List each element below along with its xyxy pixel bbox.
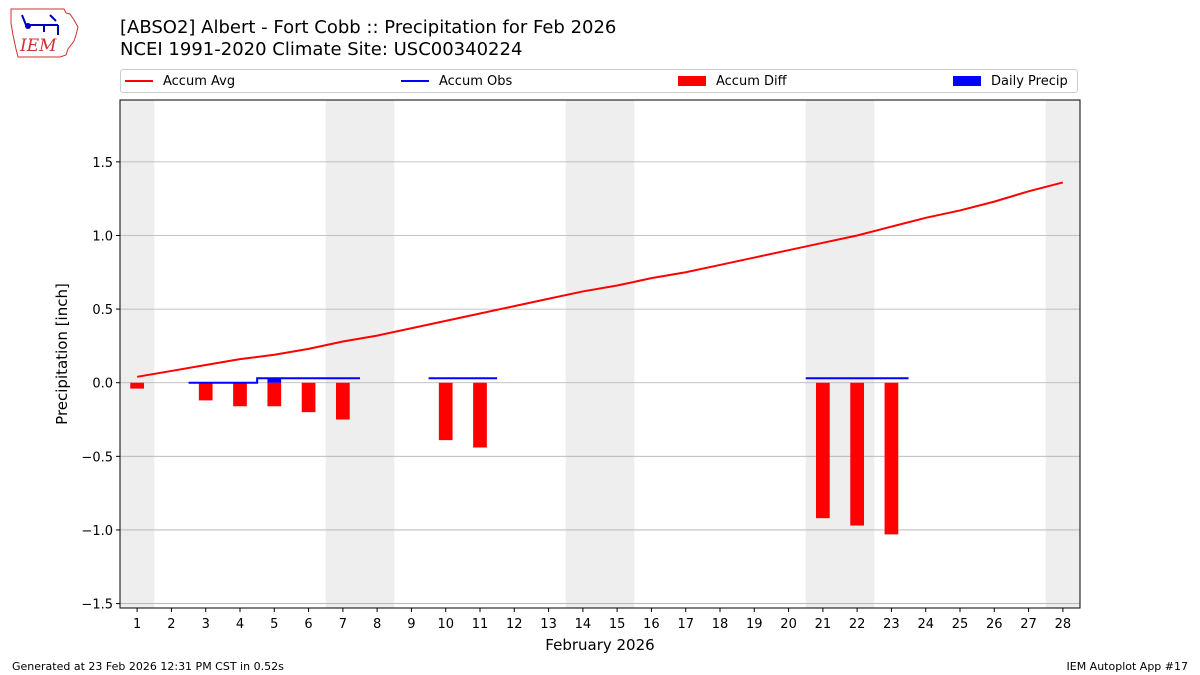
x-tick-label: 19 bbox=[746, 617, 763, 632]
x-tick-label: 25 bbox=[952, 617, 969, 632]
legend-item-daily-precip: Daily Precip bbox=[953, 70, 1068, 92]
y-tick-label: 0.0 bbox=[92, 377, 113, 392]
x-tick-label: 11 bbox=[472, 617, 489, 632]
x-axis-label: February 2026 bbox=[545, 636, 654, 654]
weekend-shade bbox=[805, 100, 840, 608]
accum-diff-bar bbox=[438, 382, 453, 441]
x-tick-label: 21 bbox=[815, 617, 832, 632]
daily-precip-bar bbox=[267, 378, 282, 383]
iem-logo: IEM bbox=[10, 8, 79, 58]
accum-diff-bar bbox=[267, 382, 282, 407]
x-tick-label: 12 bbox=[506, 617, 523, 632]
weekend-shade bbox=[600, 100, 635, 608]
x-tick-label: 17 bbox=[677, 617, 694, 632]
y-tick-label: −1.5 bbox=[81, 598, 113, 613]
legend-item-accum-diff: Accum Diff bbox=[678, 70, 787, 92]
x-tick-label: 28 bbox=[1055, 617, 1072, 632]
iowa-state-outline-icon bbox=[10, 8, 79, 58]
weekend-shade bbox=[840, 100, 875, 608]
legend-swatch-accum-obs bbox=[401, 80, 429, 82]
x-tick-label: 20 bbox=[780, 617, 797, 632]
accum-diff-bar bbox=[336, 382, 350, 420]
plot-frame bbox=[119, 99, 1081, 609]
legend-item-accum-obs: Accum Obs bbox=[401, 70, 512, 92]
x-tick-label: 5 bbox=[270, 617, 278, 632]
x-tick-label: 1 bbox=[133, 617, 141, 632]
x-tick-label: 27 bbox=[1020, 617, 1037, 632]
legend-item-accum-avg: Accum Avg bbox=[125, 70, 235, 92]
x-tick-label: 15 bbox=[609, 617, 626, 632]
legend-swatch-accum-diff bbox=[678, 76, 706, 86]
weekend-shade bbox=[325, 100, 360, 608]
weekend-shade bbox=[1045, 100, 1080, 608]
x-tick-label: 26 bbox=[986, 617, 1003, 632]
accum-obs-line bbox=[188, 377, 360, 384]
weekend-shade bbox=[120, 100, 155, 608]
legend-swatch-daily-precip bbox=[953, 76, 981, 86]
accum-diff-bar bbox=[850, 382, 864, 526]
accum-diff-bar bbox=[233, 382, 247, 407]
footer-generated-text: Generated at 23 Feb 2026 12:31 PM CST in… bbox=[12, 660, 284, 673]
accum-diff-bar bbox=[473, 382, 487, 448]
footer-app-text: IEM Autoplot App #17 bbox=[1066, 660, 1189, 673]
x-tick-label: 22 bbox=[849, 617, 866, 632]
x-tick-label: 2 bbox=[167, 617, 175, 632]
accum-diff-bar bbox=[130, 382, 144, 389]
legend-label-daily-precip: Daily Precip bbox=[991, 73, 1068, 89]
y-tick-label: 1.0 bbox=[92, 229, 113, 244]
legend-label-accum-obs: Accum Obs bbox=[439, 73, 513, 89]
x-tick-label: 6 bbox=[304, 617, 312, 632]
x-tick-label: 13 bbox=[540, 617, 557, 632]
y-axis-label: Precipitation [inch] bbox=[53, 283, 71, 425]
x-tick-label: 7 bbox=[339, 617, 347, 632]
legend-swatch-accum-avg bbox=[125, 80, 153, 82]
y-tick-label: 0.5 bbox=[92, 303, 113, 318]
legend: Accum Avg Accum Obs Accum Diff Daily Pre… bbox=[120, 69, 1078, 93]
legend-label-accum-diff: Accum Diff bbox=[716, 73, 787, 89]
x-tick-label: 10 bbox=[437, 617, 454, 632]
plot-area bbox=[120, 100, 1080, 608]
y-tick-label: −0.5 bbox=[81, 450, 113, 465]
x-tick-label: 9 bbox=[407, 617, 415, 632]
weekend-shade bbox=[565, 100, 600, 608]
logo-text: IEM bbox=[19, 36, 57, 56]
x-tick-label: 16 bbox=[643, 617, 660, 632]
weekend-shade bbox=[360, 100, 395, 608]
x-tick-label: 3 bbox=[202, 617, 210, 632]
y-tick-label: −1.0 bbox=[81, 524, 113, 539]
accum-diff-bar bbox=[816, 382, 830, 519]
accum-diff-bar bbox=[884, 382, 899, 535]
x-tick-label: 24 bbox=[917, 617, 934, 632]
x-tick-label: 4 bbox=[236, 617, 244, 632]
chart-title: [ABSO2] Albert - Fort Cobb :: Precipitat… bbox=[120, 17, 617, 38]
chart-subtitle: NCEI 1991-2020 Climate Site: USC00340224 bbox=[120, 39, 523, 60]
weather-station-icon bbox=[21, 14, 59, 35]
x-tick-label: 8 bbox=[373, 617, 381, 632]
accum-diff-bar bbox=[198, 382, 213, 401]
accum-diff-bar bbox=[301, 382, 316, 413]
y-tick-label: 1.5 bbox=[92, 156, 113, 171]
legend-label-accum-avg: Accum Avg bbox=[163, 73, 236, 89]
station-dot-icon bbox=[25, 23, 31, 29]
x-tick-label: 14 bbox=[575, 617, 592, 632]
x-tick-label: 18 bbox=[712, 617, 729, 632]
accum-avg-line bbox=[136, 181, 1064, 378]
x-tick-label: 23 bbox=[883, 617, 900, 632]
